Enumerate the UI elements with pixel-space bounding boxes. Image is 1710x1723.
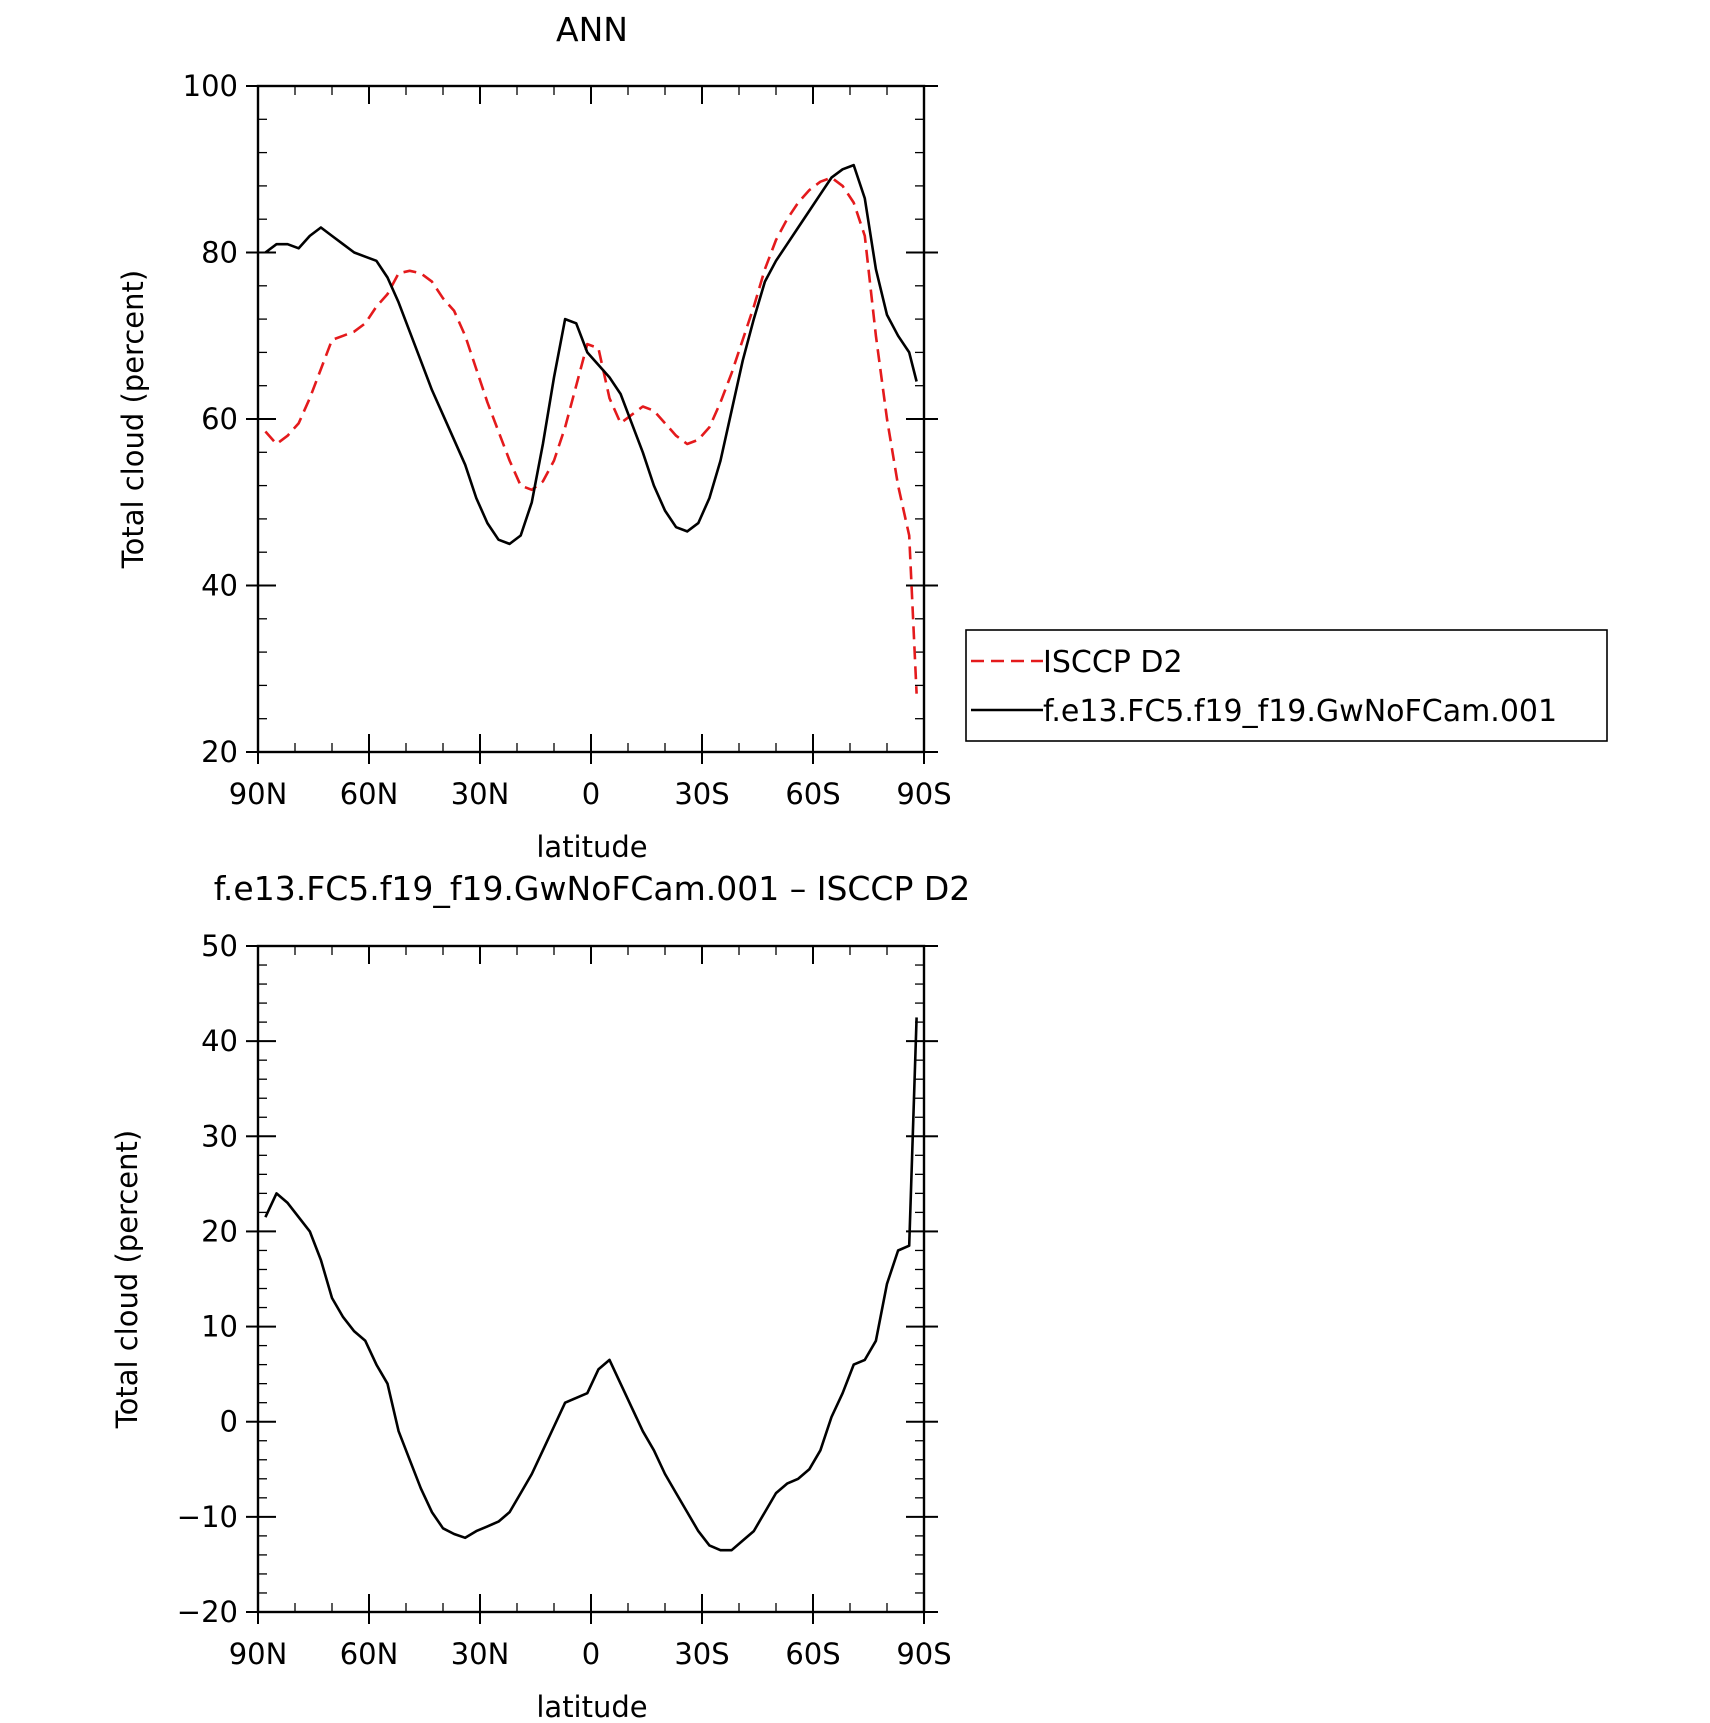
x-tick-label: 90N (229, 1637, 288, 1671)
legend-box (965, 629, 1608, 742)
x-tick-label: 0 (582, 1637, 600, 1671)
y-tick-label: 20 (201, 735, 238, 769)
legend: ISCCP D2 f.e13.FC5.f19_f19.GwNoFCam.001 (965, 629, 1608, 742)
y-tick-label: 0 (220, 1405, 238, 1439)
y-tick-label: 40 (201, 1024, 238, 1058)
x-tick-label: 30N (451, 777, 510, 811)
x-tick-label: 90S (896, 777, 951, 811)
top-tick-labels: 90N 60N 30N 0 30S 60S 90S 20 40 60 80 100 (183, 69, 952, 811)
y-tick-label: 50 (201, 929, 238, 963)
y-tick-label: 80 (201, 236, 238, 270)
x-tick-label: 90S (896, 1637, 951, 1671)
x-tick-label: 60N (340, 777, 399, 811)
series-line-0 (264, 1017, 918, 1552)
series-line-1 (264, 163, 918, 546)
bottom-y-axis-title: Total cloud (percent) (110, 1130, 144, 1429)
top-panel: ANN 90N 60N 30N 0 30S 60S 90S 20 40 60 80 100 latit… (116, 10, 1608, 864)
bottom-x-axis-title: latitude (536, 1690, 647, 1723)
y-tick-label: −20 (177, 1595, 238, 1629)
legend-label-isccp: ISCCP D2 (1043, 645, 1183, 680)
y-tick-label: 100 (183, 69, 238, 103)
x-tick-label: 30S (674, 777, 729, 811)
legend-label-model: f.e13.FC5.f19_f19.GwNoFCam.001 (1043, 694, 1557, 729)
y-tick-label: 30 (201, 1119, 238, 1153)
bottom-panel: f.e13.FC5.f19_f19.GwNoFCam.001 – ISCCP D… (110, 869, 970, 1723)
x-tick-label: 60N (340, 1637, 399, 1671)
top-y-axis-title: Total cloud (percent) (116, 270, 150, 569)
bottom-ticks (246, 945, 938, 1624)
x-tick-label: 30N (451, 1637, 510, 1671)
series-line-0 (264, 176, 918, 694)
x-tick-label: 60S (785, 1637, 840, 1671)
bottom-tick-labels: 90N 60N 30N 0 30S 60S 90S −20 −10 0 10 20 30 40 50 (177, 929, 952, 1671)
top-series-layer (264, 163, 918, 694)
x-tick-label: 0 (582, 777, 600, 811)
y-tick-label: 40 (201, 569, 238, 603)
top-ticks (246, 85, 938, 764)
x-tick-label: 30S (674, 1637, 729, 1671)
top-chart-title: ANN (556, 10, 628, 49)
x-tick-label: 60S (785, 777, 840, 811)
bottom-series-layer (264, 1017, 918, 1552)
x-tick-label: 90N (229, 777, 288, 811)
y-tick-label: −10 (177, 1500, 238, 1534)
bottom-plot-frame (256, 944, 926, 1614)
top-plot-frame (256, 84, 926, 754)
y-tick-label: 20 (201, 1214, 238, 1248)
y-tick-label: 10 (201, 1310, 238, 1344)
bottom-chart-title: f.e13.FC5.f19_f19.GwNoFCam.001 – ISCCP D… (214, 869, 971, 908)
y-tick-label: 60 (201, 402, 238, 436)
top-x-axis-title: latitude (536, 830, 647, 864)
